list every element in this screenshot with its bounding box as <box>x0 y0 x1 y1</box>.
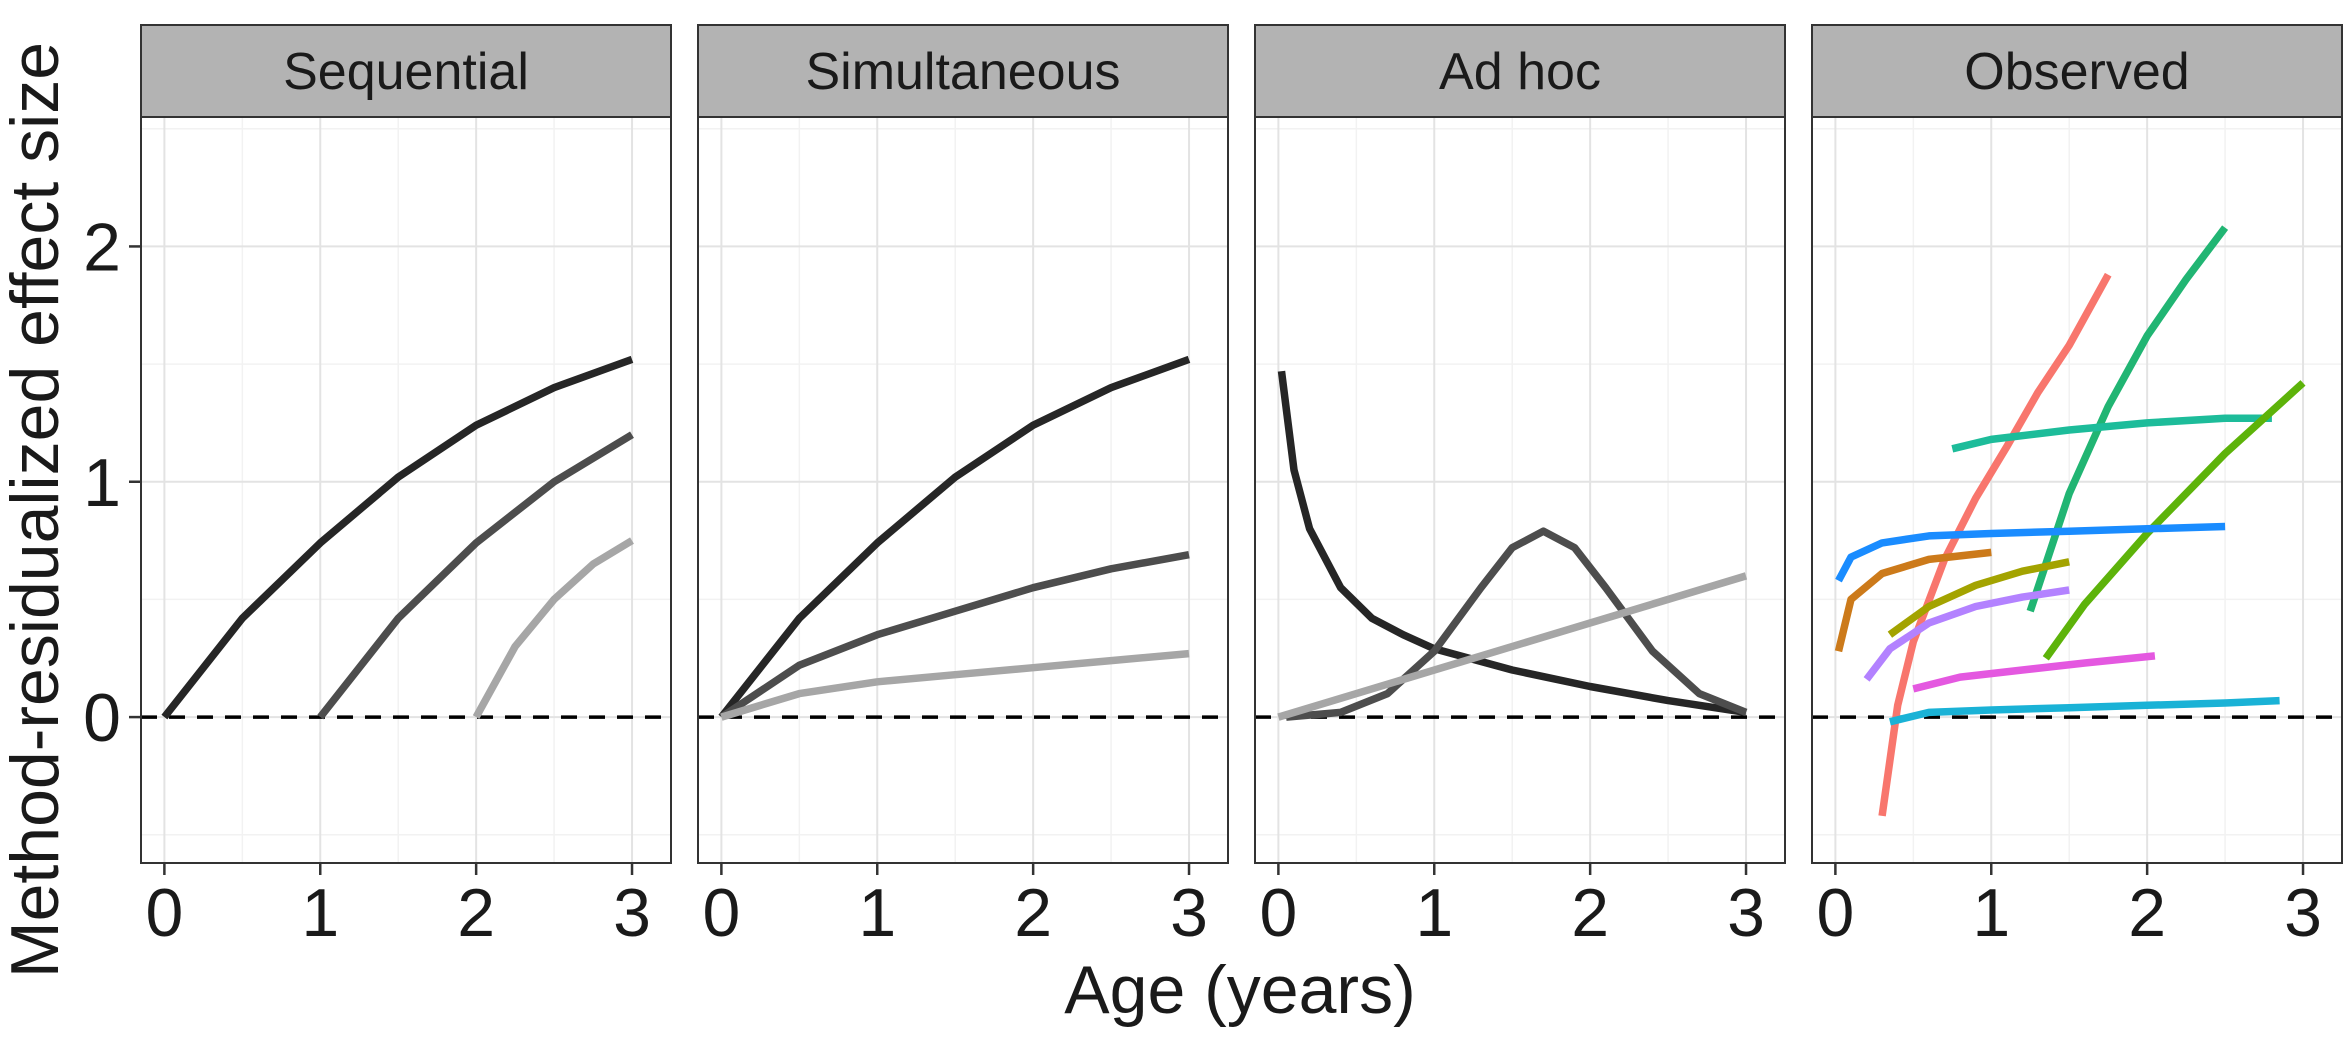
x-tick-label: 0 <box>1259 875 1297 951</box>
series-line-1 <box>161 355 634 720</box>
series-line-2 <box>2026 225 2229 613</box>
x-tick-label: 0 <box>1816 875 1854 951</box>
series-line-7 <box>1887 558 2070 638</box>
x-tick-label: 1 <box>301 875 339 951</box>
facet-strip <box>140 24 672 118</box>
facet-strip <box>1811 24 2343 118</box>
x-tick-label: 2 <box>457 875 495 951</box>
x-tick-label: 2 <box>1571 875 1609 951</box>
series-line-1 <box>1277 370 1747 717</box>
x-tick-label: 1 <box>1415 875 1453 951</box>
series-line-3 <box>1277 572 1748 721</box>
x-tick-label: 1 <box>858 875 896 951</box>
facet-strip-label: Sequential <box>283 43 529 101</box>
x-axis-title: Age (years) <box>1064 952 1415 1028</box>
facet-strip <box>697 24 1229 118</box>
panel-background <box>1812 117 2342 863</box>
x-tick-label: 0 <box>145 875 183 951</box>
facet-strip-label: Simultaneous <box>805 43 1120 101</box>
panel-ad-hoc: Ad hoc 0 1 2 3 <box>1254 24 1786 951</box>
x-tick-label: 0 <box>702 875 740 951</box>
series-line-2 <box>317 431 634 720</box>
facet-strip-label: Ad hoc <box>1439 43 1601 101</box>
y-tick-label: 0 <box>83 680 121 756</box>
x-tick-label: 3 <box>1727 875 1765 951</box>
axis-layer: Age (years) Method-residualized effect s… <box>0 42 1416 1028</box>
series-line-3 <box>1951 414 2272 453</box>
facet-strip-label: Observed <box>1964 43 2189 101</box>
series-line-4 <box>2042 380 2306 661</box>
series-line-6 <box>1834 548 1992 653</box>
series-line-2 <box>719 551 1190 721</box>
series-line-5 <box>1835 522 2226 583</box>
y-axis-title: Method-residualized effect size <box>0 42 73 978</box>
panel-background <box>1255 117 1785 863</box>
x-tick-label: 1 <box>1972 875 2010 951</box>
series-line-8 <box>1863 586 2070 682</box>
panel-observed: Observed 0 1 2 3 <box>1811 24 2343 951</box>
panel-simultaneous: Simultaneous 0 1 2 3 <box>697 24 1229 951</box>
facet-strip <box>1254 24 1786 118</box>
panel-background <box>698 117 1228 863</box>
series-line-3 <box>720 649 1190 721</box>
x-tick-label: 2 <box>2128 875 2166 951</box>
panel-sequential: Sequential 0 1 2 3 0 1 2 <box>83 24 672 951</box>
series-line-1 <box>1878 272 2112 817</box>
x-tick-label: 3 <box>2284 875 2322 951</box>
y-tick-label: 1 <box>83 445 121 521</box>
series-line-3 <box>472 537 634 719</box>
y-tick-label: 2 <box>83 209 121 285</box>
series-line-9 <box>1912 652 2156 693</box>
panel-background <box>141 117 671 863</box>
x-tick-label: 2 <box>1014 875 1052 951</box>
x-tick-label: 3 <box>1170 875 1208 951</box>
series-line-10 <box>1889 696 2280 726</box>
series-line-1 <box>718 355 1191 720</box>
series-line-2 <box>1285 527 1748 721</box>
x-tick-label: 3 <box>613 875 651 951</box>
